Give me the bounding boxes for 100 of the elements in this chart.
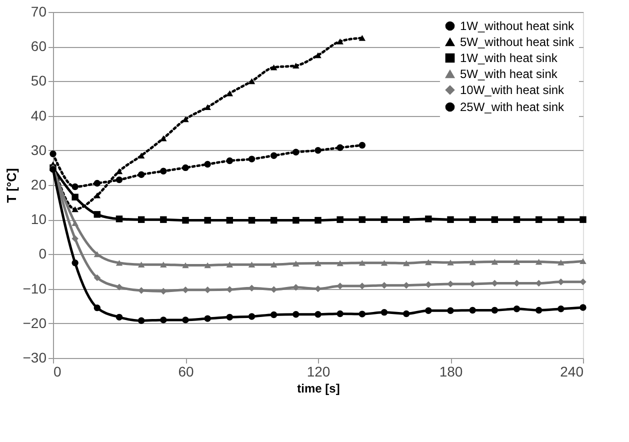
x-tick-label: 240 [560,364,584,380]
point [72,194,78,200]
point [204,216,211,224]
point [182,286,189,294]
point [580,304,586,311]
point [314,216,322,224]
point [270,262,278,268]
point [402,216,410,223]
point [380,216,388,223]
point [358,310,366,318]
point [226,262,234,268]
point [358,216,366,223]
point [380,308,388,316]
point [226,157,234,164]
point [204,315,211,322]
point [336,144,344,151]
point [292,260,300,266]
point [358,142,366,149]
point [336,38,344,44]
point [402,260,410,266]
point [94,180,101,187]
point [292,62,300,69]
x-tick-label: 0 [54,364,62,380]
point [447,307,454,314]
y-tick-label: 70 [30,4,47,20]
y-tick-label: 30 [30,142,47,158]
point [580,216,586,223]
point [491,258,498,265]
legend-label: 1W_without heat sink [460,19,576,33]
point [204,286,211,294]
x-tick-label: 180 [439,364,463,380]
y-tick-label: 0 [38,246,47,262]
point [182,262,189,268]
point [138,152,145,158]
point [535,306,542,314]
point [248,216,256,224]
point [425,307,432,314]
point [447,216,454,223]
point [491,306,498,314]
point [513,216,520,223]
point [558,306,564,312]
point [116,168,123,174]
legend-label: 5W_with heat sink [460,67,558,81]
point [336,282,344,290]
point [580,278,586,286]
point [469,216,476,223]
point [469,306,476,314]
point [182,116,189,122]
point [447,280,454,288]
point [292,311,300,318]
point [138,262,145,268]
point [469,280,476,288]
y-tick-label: 50 [30,72,47,89]
point [270,152,278,159]
point [72,235,78,242]
point [116,284,123,290]
point [182,216,189,224]
point [116,314,123,321]
point [336,216,344,223]
point [513,258,520,265]
point [292,148,300,156]
point [535,258,542,265]
point [314,52,322,58]
point [270,216,278,224]
point [292,284,300,291]
point [182,164,189,172]
point [160,135,167,142]
point [558,260,564,266]
point [182,316,189,324]
point [160,262,167,268]
point [116,260,123,266]
point [447,260,454,266]
y-tick-label: 20 [30,176,47,192]
point [116,176,123,184]
point [204,104,211,110]
point [469,259,476,266]
point [226,90,234,96]
point [558,216,564,223]
point [138,216,145,223]
legend-label: 25W_with heat sink [460,100,566,114]
point [580,258,586,264]
legend-label: 5W_without heat sink [460,35,576,49]
point [358,35,366,41]
legend-label: 1W_with heat sink [460,51,558,65]
point [314,147,322,154]
x-tick-label: 120 [306,364,330,380]
point [226,216,234,224]
point [248,313,256,320]
point [314,260,322,266]
point [535,216,542,223]
point [94,274,101,282]
point [160,288,167,295]
point [425,259,432,266]
point [248,262,256,268]
y-tick-label: −20 [22,314,47,331]
y-tick-label: −30 [22,350,47,366]
point [248,156,256,162]
point [358,260,366,266]
y-axis-title: T [°C] [4,168,19,203]
y-tick-label: 40 [30,107,47,124]
